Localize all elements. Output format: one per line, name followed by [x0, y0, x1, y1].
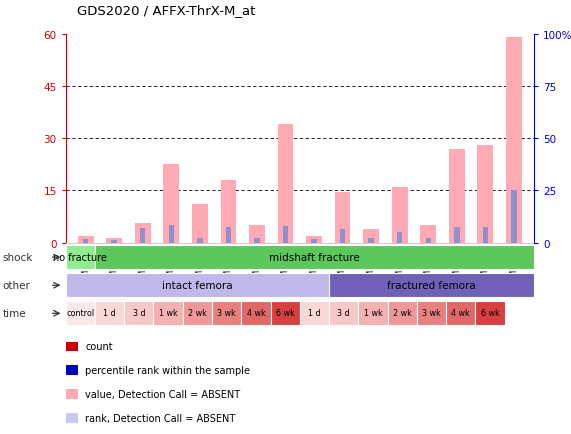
- Bar: [212, 302, 241, 326]
- Bar: [271, 302, 300, 326]
- Bar: [449, 149, 465, 243]
- Text: 3 wk: 3 wk: [422, 309, 441, 318]
- Bar: [311, 240, 317, 243]
- Bar: [249, 226, 265, 243]
- Text: 1 wk: 1 wk: [364, 309, 383, 318]
- Text: fractured femora: fractured femora: [387, 280, 476, 290]
- Bar: [425, 239, 431, 243]
- Bar: [306, 236, 322, 243]
- Bar: [192, 205, 208, 243]
- Bar: [397, 233, 403, 243]
- Text: time: time: [3, 309, 26, 319]
- Text: midshaft fracture: midshaft fracture: [269, 252, 360, 262]
- Bar: [417, 302, 446, 326]
- Bar: [392, 187, 408, 243]
- Text: 2 wk: 2 wk: [393, 309, 412, 318]
- Bar: [329, 302, 359, 326]
- Bar: [359, 302, 388, 326]
- Text: other: other: [3, 281, 31, 290]
- Text: 3 wk: 3 wk: [217, 309, 236, 318]
- Text: 4 wk: 4 wk: [451, 309, 470, 318]
- Text: 2 wk: 2 wk: [188, 309, 207, 318]
- Text: 3 d: 3 d: [337, 309, 350, 318]
- Bar: [135, 224, 151, 243]
- Text: percentile rank within the sample: percentile rank within the sample: [85, 365, 250, 375]
- Bar: [66, 302, 95, 326]
- Bar: [446, 302, 475, 326]
- Bar: [168, 225, 174, 243]
- Bar: [329, 273, 534, 298]
- Bar: [420, 226, 436, 243]
- Bar: [95, 302, 124, 326]
- Text: control: control: [66, 309, 94, 318]
- Bar: [106, 239, 122, 243]
- Bar: [220, 181, 236, 243]
- Bar: [388, 302, 417, 326]
- Bar: [163, 165, 179, 243]
- Bar: [454, 227, 460, 243]
- Bar: [335, 193, 351, 243]
- Bar: [300, 302, 329, 326]
- Text: no fracture: no fracture: [53, 252, 107, 262]
- Bar: [183, 302, 212, 326]
- Text: 1 d: 1 d: [308, 309, 321, 318]
- Bar: [154, 302, 183, 326]
- Bar: [78, 236, 94, 243]
- Bar: [475, 302, 505, 326]
- Bar: [254, 239, 260, 243]
- Bar: [140, 228, 146, 243]
- Bar: [66, 246, 95, 270]
- Text: 1 wk: 1 wk: [159, 309, 178, 318]
- Text: 4 wk: 4 wk: [247, 309, 266, 318]
- Text: shock: shock: [3, 253, 33, 263]
- Bar: [241, 302, 271, 326]
- Text: 6 wk: 6 wk: [276, 309, 295, 318]
- Bar: [111, 240, 117, 243]
- Bar: [197, 239, 203, 243]
- Bar: [482, 227, 488, 243]
- Text: 6 wk: 6 wk: [481, 309, 500, 318]
- Text: GDS2020 / AFFX-ThrX-M_at: GDS2020 / AFFX-ThrX-M_at: [77, 4, 255, 17]
- Bar: [368, 239, 374, 243]
- Bar: [340, 230, 345, 243]
- Bar: [477, 146, 493, 243]
- Bar: [124, 302, 154, 326]
- Text: value, Detection Call = ABSENT: value, Detection Call = ABSENT: [85, 389, 240, 399]
- Text: intact femora: intact femora: [162, 280, 232, 290]
- Bar: [283, 227, 288, 243]
- Bar: [66, 273, 329, 298]
- Bar: [278, 125, 293, 243]
- Text: 1 d: 1 d: [103, 309, 116, 318]
- Bar: [226, 227, 231, 243]
- Text: 3 d: 3 d: [132, 309, 145, 318]
- Bar: [506, 38, 522, 243]
- Bar: [511, 191, 517, 243]
- Text: rank, Detection Call = ABSENT: rank, Detection Call = ABSENT: [85, 413, 235, 423]
- Bar: [83, 240, 89, 243]
- Bar: [363, 229, 379, 243]
- Text: count: count: [85, 342, 112, 352]
